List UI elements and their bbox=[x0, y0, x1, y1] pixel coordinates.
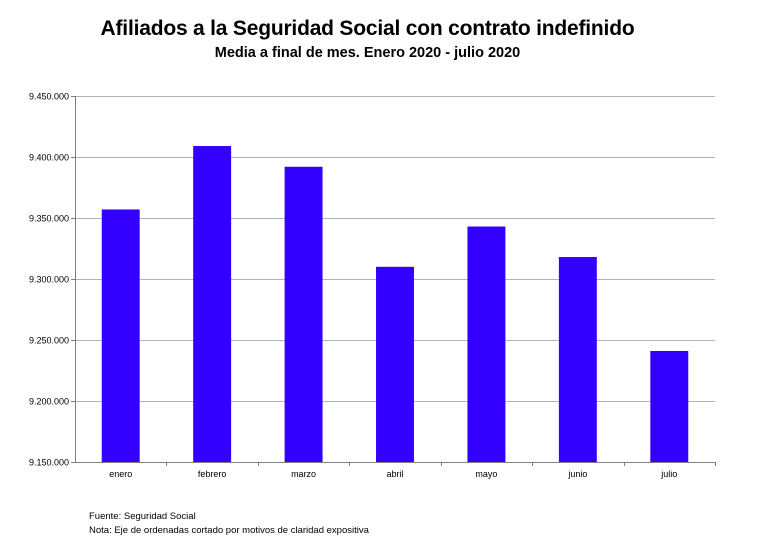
y-tick-label: 9.250.000 bbox=[29, 336, 69, 346]
x-category-label: mayo bbox=[475, 469, 497, 479]
source-note: Fuente: Seguridad Social bbox=[89, 511, 196, 522]
bar bbox=[376, 266, 414, 462]
bar bbox=[467, 226, 506, 462]
bar bbox=[101, 209, 140, 462]
y-tick-label: 9.350.000 bbox=[29, 214, 69, 224]
axis-layer: 9.150.000 9.200.000 9.250.000 9.300.000 9.35… bbox=[29, 92, 716, 479]
x-category-label: abril bbox=[386, 469, 403, 479]
y-tick-label: 9.400.000 bbox=[29, 153, 69, 163]
bar bbox=[650, 350, 689, 462]
x-category-label: enero bbox=[109, 469, 132, 479]
bars-layer bbox=[101, 146, 689, 462]
axis-cut-note: Nota: Eje de ordenadas cortado por motiv… bbox=[89, 525, 369, 536]
y-tick-label: 9.150.000 bbox=[29, 458, 69, 468]
bar bbox=[193, 146, 232, 462]
chart-notes: Fuente: Seguridad Social Nota: Eje de or… bbox=[89, 510, 369, 538]
bar bbox=[558, 257, 597, 462]
bar bbox=[284, 166, 323, 462]
x-category-label: marzo bbox=[291, 469, 316, 479]
chart-title: Afiliados a la Seguridad Social con cont… bbox=[100, 17, 635, 40]
x-category-label: febrero bbox=[198, 469, 227, 479]
x-category-label: junio bbox=[567, 469, 587, 479]
y-tick-label: 9.300.000 bbox=[29, 275, 69, 285]
y-tick-label: 9.450.000 bbox=[29, 92, 69, 102]
y-tick-label: 9.200.000 bbox=[29, 397, 69, 407]
x-category-label: julio bbox=[660, 469, 677, 479]
chart-subtitle: Media a final de mes. Enero 2020 - julio… bbox=[214, 45, 521, 61]
